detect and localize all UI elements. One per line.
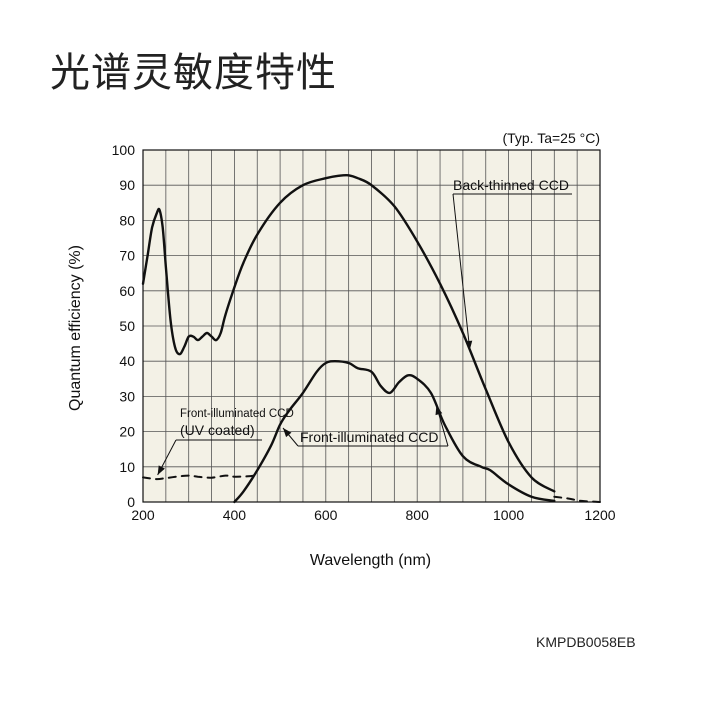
document-code: KMPDB0058EB <box>536 634 636 650</box>
y-tick-label: 60 <box>119 283 135 299</box>
annotation-layer: Back-thinned CCD Front-illuminated CCD Fro… <box>157 177 572 476</box>
series-line <box>141 173 556 493</box>
series-line <box>233 360 556 504</box>
series-annotation: (UV coated) <box>180 422 255 438</box>
grid <box>143 150 600 502</box>
y-tick-label: 70 <box>119 248 135 264</box>
y-tick-label: 50 <box>119 318 135 334</box>
y-tick-label: 30 <box>119 388 135 404</box>
series-annotation: Front-illuminated CCD <box>300 429 438 445</box>
series-layer <box>141 173 601 504</box>
x-tick-label: 200 <box>131 507 155 523</box>
y-tick-label: 40 <box>119 353 135 369</box>
annotation-arrowhead <box>435 405 443 416</box>
axis-ticks: 200 400 600 800 1000 1200 0 10 20 30 40 50 60 70 80 90 1… <box>112 142 616 523</box>
series-annotation: Back-thinned CCD <box>453 177 569 193</box>
y-tick-label: 10 <box>119 459 135 475</box>
annotation-arrowhead <box>283 428 292 438</box>
y-tick-label: 90 <box>119 177 135 193</box>
y-tick-label: 0 <box>127 494 135 510</box>
y-tick-label: 80 <box>119 212 135 228</box>
x-tick-label: 1000 <box>493 507 524 523</box>
x-tick-label: 1200 <box>584 507 615 523</box>
series-line <box>142 474 259 481</box>
annotation-leader <box>452 193 471 350</box>
y-axis-label: Quantum efficiency (%) <box>67 245 84 411</box>
plot-frame <box>142 149 601 503</box>
y-tick-label: 100 <box>112 142 136 158</box>
condition-note: (Typ. Ta=25 °C) <box>502 130 600 146</box>
x-tick-label: 600 <box>314 507 338 523</box>
annotation-arrowhead <box>157 465 165 476</box>
y-tick-label: 20 <box>119 424 135 440</box>
x-tick-label: 800 <box>406 507 430 523</box>
page-title: 光谱灵敏度特性 <box>50 50 337 96</box>
series-annotation: Front-illuminated CCD <box>180 408 294 420</box>
x-axis-label: Wavelength (nm) <box>310 552 431 569</box>
series-line <box>553 495 601 503</box>
x-tick-label: 400 <box>223 507 247 523</box>
annotation-arrowhead <box>465 340 473 350</box>
